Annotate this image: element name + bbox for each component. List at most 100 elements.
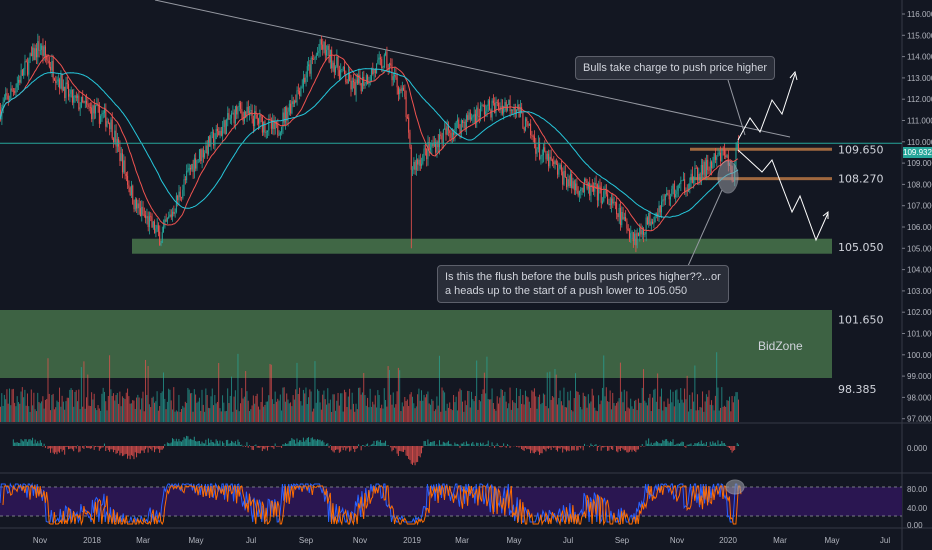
macd-bar: [703, 443, 705, 446]
volume-bar: [725, 406, 727, 422]
candle-body: [354, 81, 356, 95]
macd-bar: [39, 440, 41, 446]
macd-bar: [187, 436, 189, 446]
macd-bar: [234, 441, 236, 446]
volume-bar: [170, 400, 172, 422]
candle-body: [673, 183, 675, 198]
macd-bar: [78, 446, 80, 453]
candle-body: [666, 193, 668, 196]
volume-bar: [133, 400, 135, 422]
macd-bar: [338, 446, 340, 453]
volume-bar: [300, 401, 302, 422]
candle-body: [684, 179, 686, 192]
candle-body: [333, 62, 335, 73]
volume-bar: [277, 398, 279, 422]
candle-body: [60, 74, 62, 89]
macd-bar: [730, 446, 732, 450]
macd-bar: [129, 446, 131, 460]
candle-body: [279, 132, 281, 136]
volume-bar: [228, 403, 230, 422]
candle-body: [625, 217, 627, 222]
volume-bar: [50, 410, 52, 422]
volume-bar: [548, 408, 550, 422]
macd-bar: [592, 446, 594, 447]
candle-body: [65, 82, 67, 99]
candle-body: [643, 230, 645, 235]
volume-bar: [415, 406, 417, 422]
highlight-ellipse: [717, 160, 739, 194]
candle-body: [360, 83, 362, 92]
candle-body: [720, 152, 722, 162]
macd-bar: [531, 446, 533, 451]
volume-bar: [284, 401, 286, 422]
candle-body: [435, 142, 437, 153]
macd-bar: [617, 446, 619, 453]
volume-bar: [687, 411, 689, 422]
volume-bar: [519, 389, 521, 422]
candle-body: [168, 216, 170, 218]
macd-bar: [528, 446, 530, 450]
candle-body: [572, 181, 574, 189]
volume-bar: [377, 390, 379, 422]
time-axis-label: Nov: [33, 536, 47, 545]
candle-body: [306, 66, 308, 78]
candle-body: [453, 132, 455, 135]
volume-bar: [143, 411, 145, 422]
volume-bar: [437, 405, 439, 422]
macd-bar: [146, 446, 148, 448]
current-price-tag: 109.932: [903, 147, 932, 158]
candle-body: [24, 61, 26, 69]
candle-body: [345, 74, 347, 83]
bull-callout[interactable]: Bulls take charge to push price higher: [575, 56, 776, 80]
candle-body: [225, 120, 227, 135]
macd-bar: [147, 446, 149, 453]
macd-bar: [137, 446, 139, 453]
candle-body: [397, 87, 399, 95]
macd-bar: [148, 446, 150, 448]
macd-bar: [68, 446, 70, 450]
macd-bar: [418, 446, 420, 457]
candle-body: [88, 104, 90, 107]
macd-bar: [248, 445, 250, 446]
volume-bar: [524, 390, 526, 422]
macd-bar: [213, 442, 215, 446]
candle-body: [210, 132, 212, 147]
candle-body: [531, 135, 533, 136]
volume-bar: [367, 397, 369, 422]
volume-bar: [370, 406, 372, 422]
macd-bar: [591, 444, 593, 446]
candle-body: [494, 102, 496, 113]
macd-bar: [465, 441, 467, 446]
macd-bar: [341, 446, 343, 448]
candle-body: [71, 89, 73, 103]
stoch-axis-label: 40.00: [907, 504, 928, 513]
candle-body: [707, 159, 709, 170]
macd-bar: [699, 443, 701, 446]
volume-bar: [10, 405, 12, 422]
candle-body: [193, 158, 195, 173]
bear-callout[interactable]: Is this the flush before the bulls push …: [437, 265, 729, 303]
candle-body: [495, 101, 497, 113]
volume-bar: [53, 409, 55, 422]
volume-bar: [474, 395, 476, 422]
macd-bar: [532, 446, 534, 453]
volume-bar: [374, 395, 376, 422]
volume-bar: [699, 406, 701, 422]
candle-body: [175, 195, 177, 212]
volume-bar: [607, 401, 609, 422]
macd-bar: [648, 438, 650, 446]
candle-body: [411, 169, 413, 171]
candle-body: [308, 64, 310, 67]
volume-bar: [147, 366, 149, 422]
volume-bar: [279, 394, 281, 422]
macd-bar: [698, 442, 700, 446]
candle-body: [268, 119, 270, 131]
candle-body: [716, 156, 718, 160]
candle-body: [47, 59, 49, 61]
macd-bar: [134, 446, 136, 453]
macd-bar: [420, 446, 422, 454]
volume-bar: [332, 394, 334, 422]
candle-body: [314, 57, 316, 60]
